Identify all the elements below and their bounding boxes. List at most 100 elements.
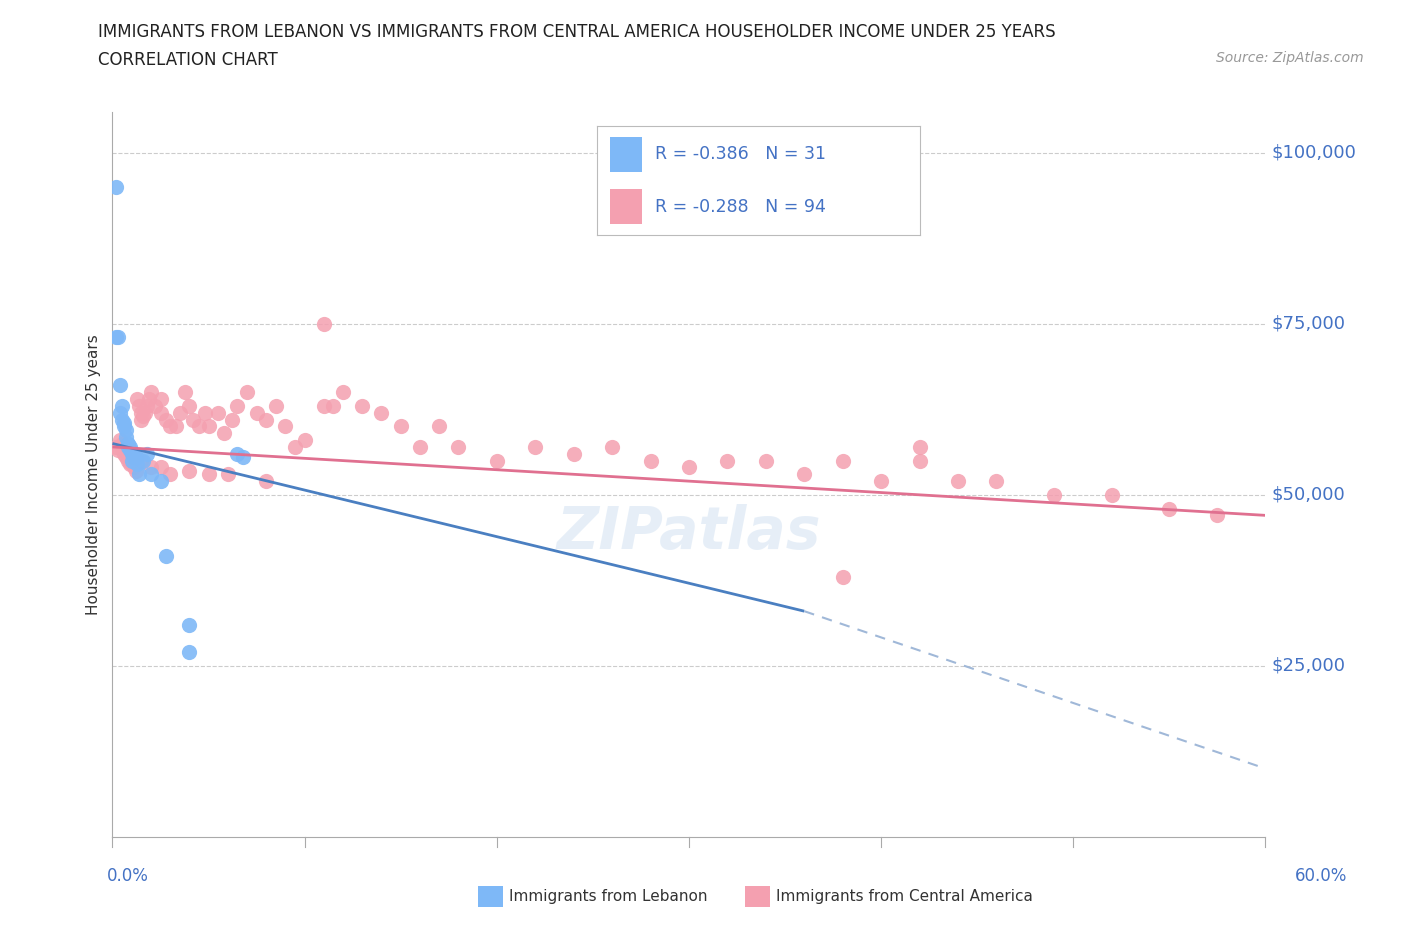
Point xyxy=(149,405,172,420)
Point xyxy=(212,426,235,441)
Point xyxy=(128,467,150,482)
Point xyxy=(139,460,162,475)
Point xyxy=(389,418,412,433)
Point xyxy=(284,440,307,455)
Text: $25,000: $25,000 xyxy=(1271,657,1346,675)
Point xyxy=(129,412,153,427)
Point xyxy=(108,378,131,392)
Point xyxy=(179,463,201,478)
Point xyxy=(716,453,738,468)
Point xyxy=(136,398,159,413)
Point xyxy=(322,398,344,413)
Point xyxy=(232,450,254,465)
Point xyxy=(159,467,181,482)
Y-axis label: Householder Income Under 25 years: Householder Income Under 25 years xyxy=(86,334,101,615)
Point xyxy=(1206,508,1229,523)
Point xyxy=(143,398,166,413)
Point xyxy=(294,432,316,447)
Point xyxy=(159,418,181,433)
Point xyxy=(117,440,139,455)
Point xyxy=(111,440,134,455)
Point xyxy=(908,453,931,468)
Point xyxy=(524,440,547,455)
Point xyxy=(179,644,201,659)
Text: $100,000: $100,000 xyxy=(1271,143,1355,162)
Point xyxy=(793,467,815,482)
Point xyxy=(221,412,243,427)
Text: 0.0%: 0.0% xyxy=(107,867,149,884)
Point xyxy=(352,398,374,413)
Point xyxy=(370,405,392,420)
Point xyxy=(108,432,131,447)
Point xyxy=(264,398,287,413)
Point xyxy=(129,405,153,420)
Text: CORRELATION CHART: CORRELATION CHART xyxy=(98,51,278,69)
Point xyxy=(640,453,662,468)
Point xyxy=(194,405,217,420)
Point xyxy=(179,398,201,413)
Point xyxy=(118,443,141,458)
Point xyxy=(149,392,172,406)
Point xyxy=(111,436,134,451)
Text: Immigrants from Lebanon: Immigrants from Lebanon xyxy=(509,889,707,904)
Point xyxy=(1159,501,1181,516)
Point xyxy=(117,446,139,461)
Point xyxy=(129,453,153,468)
Point xyxy=(132,453,155,468)
Point xyxy=(108,405,131,420)
Point xyxy=(115,443,138,458)
Point xyxy=(124,450,146,465)
Point xyxy=(112,416,135,431)
Point xyxy=(755,453,778,468)
Text: Immigrants from Central America: Immigrants from Central America xyxy=(776,889,1033,904)
Point xyxy=(312,316,335,331)
Point xyxy=(165,418,187,433)
Point xyxy=(562,446,585,461)
Point xyxy=(124,463,146,478)
Point xyxy=(121,453,143,468)
Point xyxy=(169,405,191,420)
Point xyxy=(121,457,143,472)
Point xyxy=(226,398,249,413)
Text: $75,000: $75,000 xyxy=(1271,314,1346,333)
Text: IMMIGRANTS FROM LEBANON VS IMMIGRANTS FROM CENTRAL AMERICA HOUSEHOLDER INCOME UN: IMMIGRANTS FROM LEBANON VS IMMIGRANTS FR… xyxy=(98,23,1056,41)
Point xyxy=(134,405,156,420)
Point xyxy=(217,467,239,482)
Point xyxy=(149,473,172,488)
Point xyxy=(122,460,145,475)
Text: Source: ZipAtlas.com: Source: ZipAtlas.com xyxy=(1216,51,1364,65)
Point xyxy=(946,473,969,488)
Point xyxy=(197,467,219,482)
Point xyxy=(117,446,139,461)
Point xyxy=(115,422,138,437)
Point xyxy=(127,457,149,472)
Point xyxy=(236,385,259,400)
Point xyxy=(312,398,335,413)
Point xyxy=(112,440,135,455)
Point xyxy=(121,453,143,468)
Point xyxy=(111,398,134,413)
Point xyxy=(117,436,139,451)
Point xyxy=(138,392,160,406)
Point xyxy=(124,450,146,465)
Point xyxy=(107,330,129,345)
Point xyxy=(678,460,700,475)
Point xyxy=(118,450,141,465)
Text: 60.0%: 60.0% xyxy=(1295,867,1347,884)
Point xyxy=(128,398,150,413)
Point xyxy=(427,418,450,433)
Point xyxy=(179,618,201,632)
Point xyxy=(122,450,145,465)
Point xyxy=(112,418,135,433)
Point xyxy=(105,330,128,345)
Point xyxy=(1043,487,1066,502)
Point xyxy=(908,440,931,455)
Point xyxy=(831,453,853,468)
Point xyxy=(107,443,129,458)
Point xyxy=(254,412,277,427)
Point xyxy=(246,405,269,420)
Point xyxy=(181,412,204,427)
Point xyxy=(207,405,229,420)
Point xyxy=(254,473,277,488)
Point xyxy=(115,430,138,445)
